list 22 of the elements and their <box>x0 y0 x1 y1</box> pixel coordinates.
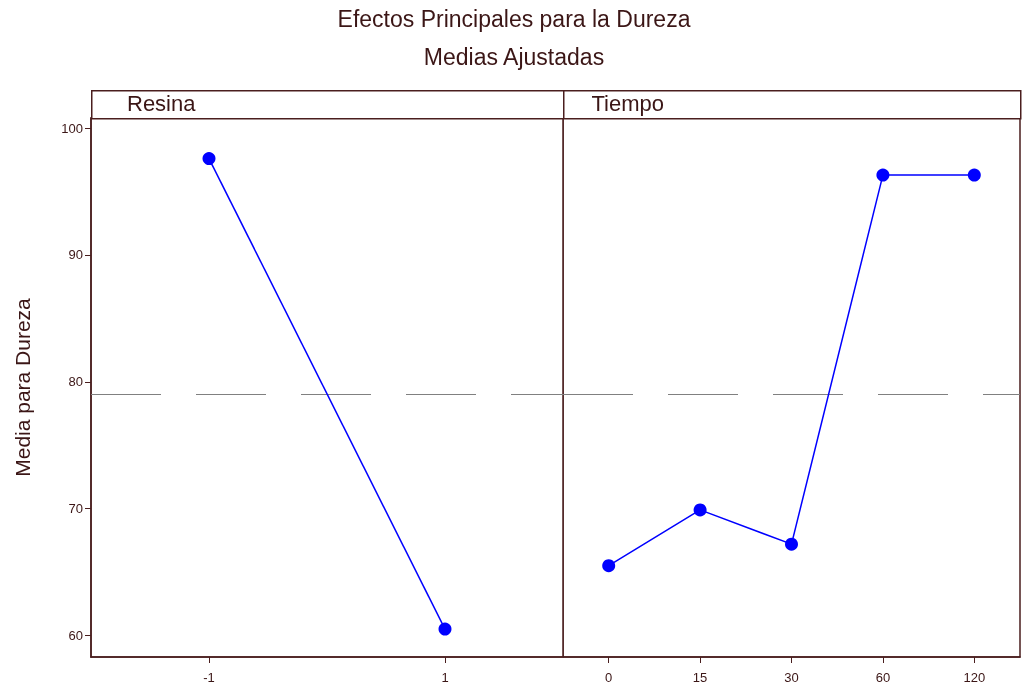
y-tick-label: 60 <box>68 627 83 643</box>
point <box>876 168 890 182</box>
x-tick-label: 15 <box>692 670 708 685</box>
x-tick-label: -1 <box>203 670 215 685</box>
x-tick-label: 60 <box>875 670 891 685</box>
y-axis-title: Media para Dureza <box>11 297 34 477</box>
x-tick-label: 1 <box>441 670 449 685</box>
y-tick-label: 100 <box>61 120 83 136</box>
x-tick-label: 30 <box>784 670 799 685</box>
point <box>602 559 616 573</box>
x-tick-label: 0 <box>605 670 613 685</box>
x-tick-label: 120 <box>963 670 986 685</box>
chart-subtitle: Medias Ajustadas <box>422 44 606 71</box>
point <box>967 168 981 182</box>
point <box>785 537 798 551</box>
x-axis-title: Resina <box>127 90 197 116</box>
y-tick-label: 70 <box>68 501 83 517</box>
y-tick-label: 90 <box>68 247 83 263</box>
x-axis-title: Tiempo <box>591 90 665 116</box>
chart-title: Efectos Principales para la Dureza <box>336 6 692 33</box>
y-tick-label: 80 <box>68 374 83 390</box>
point <box>693 503 707 517</box>
